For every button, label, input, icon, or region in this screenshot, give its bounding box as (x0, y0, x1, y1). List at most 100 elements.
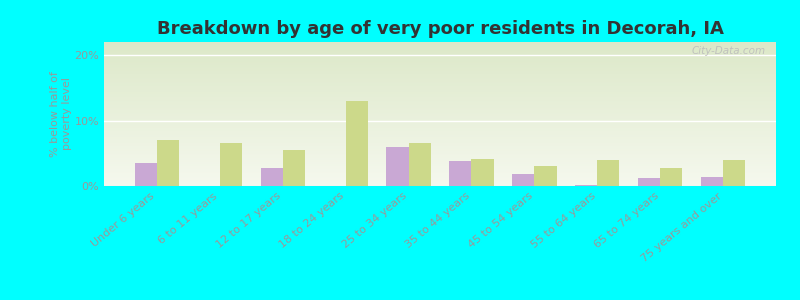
Bar (598, 160, 619, 186)
Bar (104, 164, 776, 165)
Bar (104, 158, 776, 159)
Bar (104, 138, 776, 139)
Bar (104, 108, 776, 109)
Bar (104, 183, 776, 184)
Bar (104, 81, 776, 82)
Bar (104, 169, 776, 170)
Bar (104, 61, 776, 62)
Bar (104, 161, 776, 162)
Bar (104, 140, 776, 141)
Bar (104, 82, 776, 83)
Bar (104, 114, 776, 115)
Bar (104, 51, 776, 52)
Bar (104, 155, 776, 156)
Bar (104, 149, 776, 150)
Bar (104, 89, 776, 90)
Bar (638, 178, 661, 186)
Bar (104, 133, 776, 134)
Bar (104, 106, 776, 107)
Bar (104, 139, 776, 140)
Bar (104, 79, 776, 80)
Bar (104, 97, 776, 98)
Bar (104, 124, 776, 125)
Bar (104, 100, 776, 101)
Bar (104, 72, 776, 73)
Bar (104, 87, 776, 88)
Bar (104, 103, 776, 104)
Bar (661, 168, 682, 186)
Bar (104, 148, 776, 149)
Title: Breakdown by age of very poor residents in Decorah, IA: Breakdown by age of very poor residents … (157, 20, 723, 38)
Bar (134, 163, 157, 186)
Bar (104, 95, 776, 96)
Bar (104, 122, 776, 123)
Bar (104, 169, 776, 170)
Bar (104, 171, 776, 172)
Bar (104, 96, 776, 97)
Bar (104, 112, 776, 113)
Bar (104, 59, 776, 60)
Bar (104, 150, 776, 151)
Bar (104, 147, 776, 148)
Bar (104, 153, 776, 154)
Bar (104, 173, 776, 174)
Bar (104, 179, 776, 180)
Bar (104, 74, 776, 75)
Bar (104, 57, 776, 58)
Bar (104, 53, 776, 54)
Bar (104, 127, 776, 128)
Bar (104, 67, 776, 68)
Bar (104, 144, 776, 145)
Bar (104, 84, 776, 85)
Bar (104, 45, 776, 46)
Bar (104, 181, 776, 182)
Bar (346, 101, 367, 186)
Bar (471, 158, 494, 186)
Bar (104, 85, 776, 86)
Bar (261, 168, 282, 186)
Bar (104, 111, 776, 112)
Bar (104, 178, 776, 179)
Bar (104, 101, 776, 102)
Bar (104, 52, 776, 53)
Bar (409, 143, 430, 186)
Bar (104, 182, 776, 183)
Bar (104, 90, 776, 91)
Bar (104, 66, 776, 67)
Text: City-Data.com: City-Data.com (692, 46, 766, 56)
Bar (104, 131, 776, 132)
Bar (104, 71, 776, 72)
Bar (104, 68, 776, 69)
Bar (104, 64, 776, 65)
Bar (104, 160, 776, 161)
Bar (104, 50, 776, 51)
Bar (104, 137, 776, 138)
Bar (104, 163, 776, 164)
Bar (702, 178, 723, 186)
Bar (104, 48, 776, 49)
Bar (104, 125, 776, 126)
Bar (104, 185, 776, 186)
Bar (104, 93, 776, 94)
Bar (104, 91, 776, 92)
Bar (104, 55, 776, 56)
Bar (104, 83, 776, 84)
Bar (104, 177, 776, 178)
Bar (104, 154, 776, 155)
Bar (104, 165, 776, 166)
Bar (104, 135, 776, 136)
Bar (104, 136, 776, 137)
Bar (104, 142, 776, 143)
Bar (104, 94, 776, 95)
Bar (104, 102, 776, 103)
Bar (104, 174, 776, 175)
Bar (104, 126, 776, 127)
Bar (104, 47, 776, 48)
Bar (104, 58, 776, 59)
Bar (104, 98, 776, 99)
Bar (104, 132, 776, 133)
Bar (104, 141, 776, 142)
Bar (104, 184, 776, 185)
Bar (723, 160, 746, 186)
Bar (104, 69, 776, 70)
